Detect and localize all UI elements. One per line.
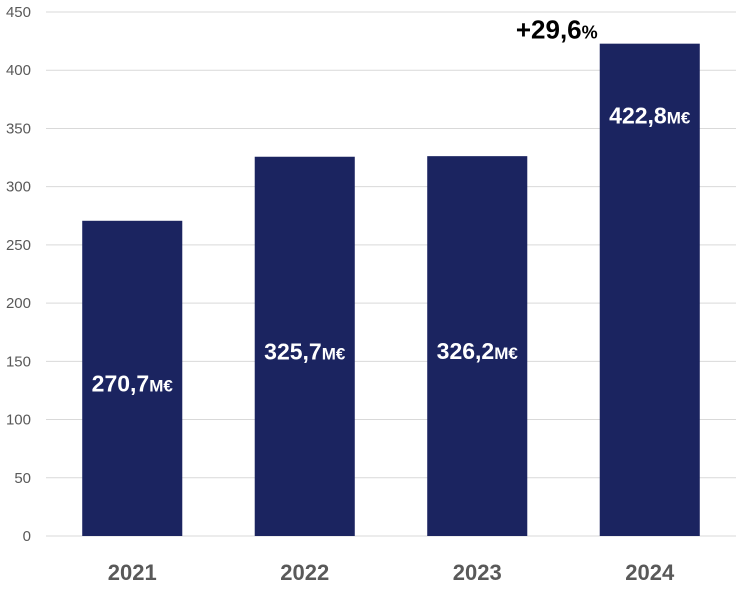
data-label: 326,2M€: [437, 338, 519, 364]
y-tick-label: 200: [6, 295, 31, 312]
x-tick-label: 2021: [108, 560, 157, 585]
bar-2024: [599, 43, 700, 537]
y-tick-label: 150: [6, 353, 31, 370]
y-tick-label: 300: [6, 179, 31, 196]
data-label-unit: M€: [667, 109, 691, 128]
x-tick-label: 2023: [453, 560, 502, 585]
growth-annotation-value: +29,6: [516, 15, 582, 45]
y-tick-label: 250: [6, 237, 31, 254]
y-tick-label: 350: [6, 120, 31, 137]
growth-annotation: +29,6%: [516, 15, 598, 45]
x-axis-ticks: 2021 2022 2023 2024: [108, 560, 675, 585]
data-label-unit: M€: [149, 376, 173, 395]
y-tick-label: 0: [23, 528, 31, 545]
y-tick-label: 400: [6, 62, 31, 79]
bar-2022: [254, 156, 355, 536]
data-label: 270,7M€: [92, 370, 174, 396]
data-label: 422,8M€: [609, 103, 691, 129]
data-label-value: 325,7: [264, 338, 322, 364]
bars: [82, 43, 700, 537]
bar-2021: [82, 220, 183, 536]
x-tick-label: 2022: [280, 560, 329, 585]
y-tick-label: 100: [6, 412, 31, 429]
bar-2023: [427, 156, 528, 537]
y-tick-label: 450: [6, 4, 31, 21]
data-label-value: 326,2: [437, 338, 495, 364]
data-label-value: 422,8: [609, 103, 667, 129]
y-axis-ticks: 0 50 100 150 200 250 300 350 400 450: [6, 4, 31, 545]
data-label-unit: M€: [322, 344, 346, 363]
data-label-value: 270,7: [92, 370, 150, 396]
data-label: 325,7M€: [264, 338, 346, 364]
x-tick-label: 2024: [625, 560, 675, 585]
data-labels: 270,7M€325,7M€ 326,2M€422,8M€: [92, 103, 691, 397]
data-label-unit: M€: [494, 344, 518, 363]
growth-annotation-unit: %: [582, 23, 598, 43]
y-tick-label: 50: [14, 470, 31, 487]
